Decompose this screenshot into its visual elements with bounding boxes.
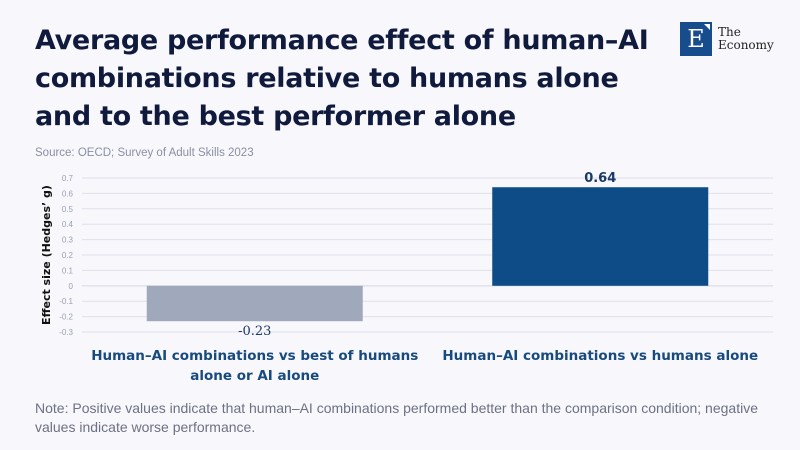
- source-text: Source: OECD; Survey of Adult Skills 202…: [35, 147, 254, 159]
- bar: [492, 187, 709, 286]
- chart-title: Average performance effect of human–AI c…: [35, 25, 649, 132]
- logo-e-icon: E: [680, 22, 712, 56]
- bar: [146, 285, 363, 322]
- y-tick-label: 0: [69, 282, 74, 291]
- y-tick-label: 0.1: [62, 266, 74, 275]
- y-tick-label: 0.6: [62, 189, 74, 198]
- y-tick-label: -0.3: [59, 328, 73, 337]
- x-category-label: Human–AI combinations vs best of humans: [91, 348, 418, 364]
- x-category-label: alone or AI alone: [190, 368, 319, 384]
- note-text: Note: Positive values indicate that huma…: [35, 400, 758, 435]
- y-tick-label: 0.3: [62, 236, 74, 245]
- x-category-label: Human–AI combinations vs humans alone: [442, 348, 758, 364]
- y-tick-label: 0.2: [62, 251, 74, 260]
- the-economy-logo: E The Economy: [680, 22, 774, 56]
- logo-line-1: The: [718, 25, 741, 39]
- data-label: -0.23: [238, 324, 271, 339]
- y-tick-label: 0.5: [62, 205, 74, 214]
- y-tick-label: -0.2: [59, 313, 73, 322]
- y-tick-label: 0.7: [62, 174, 74, 183]
- data-label: 0.64: [584, 171, 616, 186]
- y-tick-label: 0.4: [62, 220, 74, 229]
- y-axis-label: Effect size (Hedges’ g): [40, 185, 53, 325]
- logo-wordmark: The Economy: [718, 26, 774, 52]
- y-tick-label: -0.1: [59, 297, 73, 306]
- logo-line-2: Economy: [718, 38, 774, 52]
